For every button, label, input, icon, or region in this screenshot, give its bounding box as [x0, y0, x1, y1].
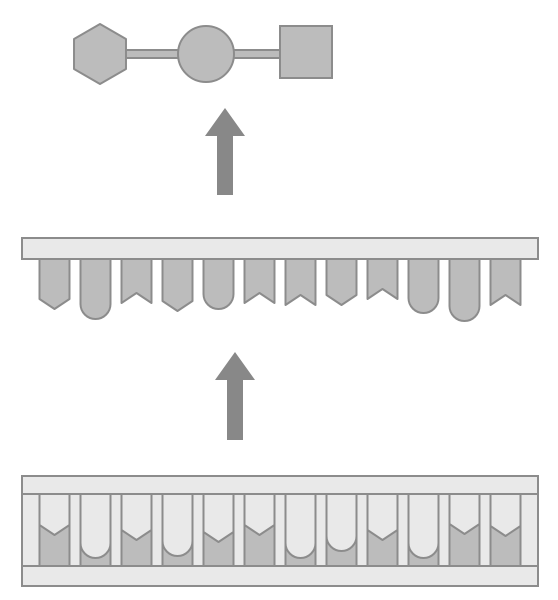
middle-tab	[81, 259, 111, 319]
middle-tab	[163, 259, 193, 311]
bottom-strip	[22, 476, 538, 586]
top-molecule	[74, 24, 332, 84]
middle-bar	[22, 238, 538, 259]
circle-icon	[178, 26, 234, 82]
middle-tab	[450, 259, 480, 321]
square-icon	[280, 26, 332, 78]
middle-tab	[409, 259, 439, 313]
diagram	[0, 0, 558, 600]
middle-tab	[327, 259, 357, 305]
middle-tab	[40, 259, 70, 309]
middle-tab	[204, 259, 234, 309]
